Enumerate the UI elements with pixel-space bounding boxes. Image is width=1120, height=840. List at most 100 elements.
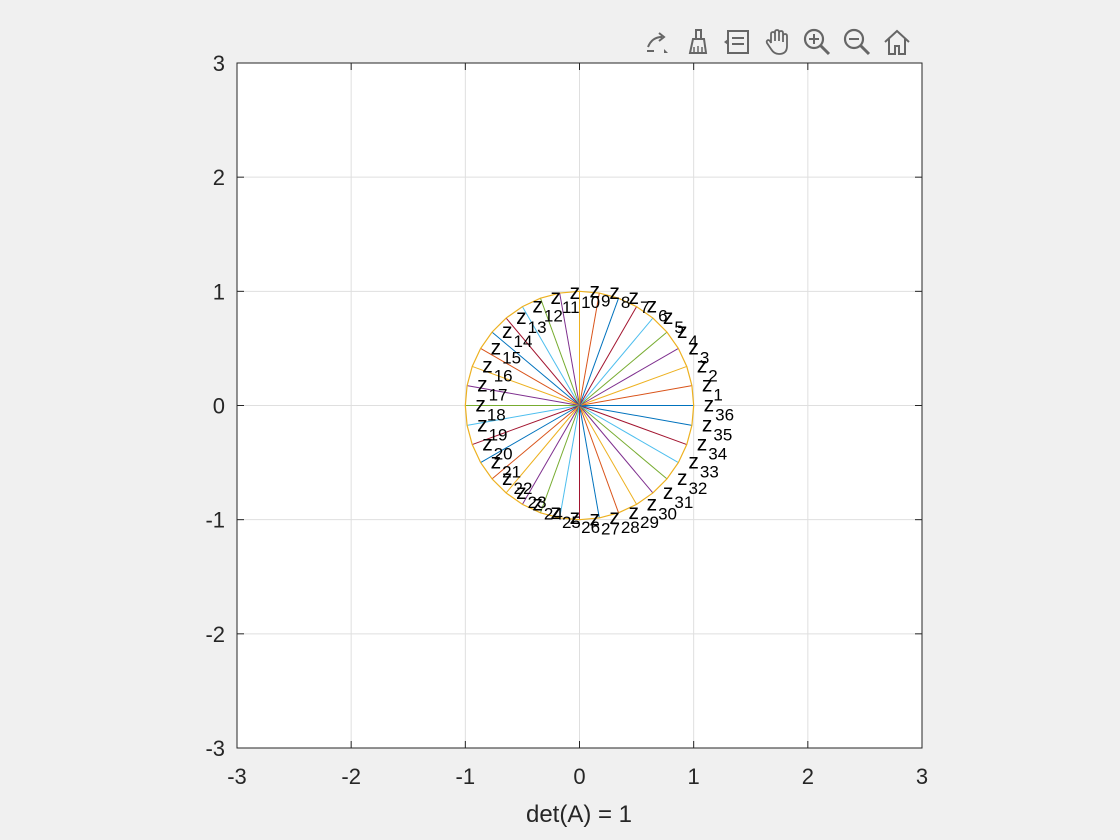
vector-line <box>579 405 600 519</box>
vector-line <box>579 331 668 406</box>
vector-label-index: 3 <box>700 348 709 367</box>
vector-label-index: 28 <box>621 518 640 537</box>
vector-label-index: 15 <box>502 348 521 367</box>
vector-label-index: 24 <box>544 504 563 523</box>
vector-line <box>559 292 580 406</box>
vector-labels: z1z2z3z4z5z6z7z8z9z10z11z12z13z14z15z16z… <box>475 279 734 538</box>
vector-line <box>521 306 580 406</box>
vector-label-index: 31 <box>674 493 693 512</box>
vector-label-index: 11 <box>562 298 580 317</box>
x-tick-label: -1 <box>456 764 476 789</box>
axes-toolbar <box>640 22 914 62</box>
x-axis-label: det(A) = 1 <box>526 801 632 828</box>
pan-hand-icon <box>765 29 788 55</box>
vector-label-index: 32 <box>688 479 707 498</box>
pan-button[interactable] <box>760 25 794 59</box>
vector-line <box>579 292 600 406</box>
vector-label-index: 33 <box>700 463 719 482</box>
vector-label-index: 8 <box>621 293 630 312</box>
vector-line <box>466 405 580 426</box>
y-tick-label: -2 <box>205 622 225 647</box>
vector-label-index: 35 <box>713 425 732 444</box>
axis-ticks <box>236 62 923 749</box>
vector-label-index: 7 <box>640 298 649 317</box>
x-tick-labels: -3 -2 -1 0 1 2 3 <box>227 764 928 789</box>
vector-label-index: 29 <box>640 513 659 532</box>
vector-label-index: 30 <box>658 504 677 523</box>
vector-line <box>579 306 638 406</box>
vector-line <box>491 331 580 406</box>
x-tick-label: 2 <box>802 764 814 789</box>
vector-label-index: 26 <box>581 518 600 537</box>
vector-line <box>579 365 687 406</box>
vector-label-index: 36 <box>715 406 734 425</box>
zoom-in-button[interactable] <box>800 25 834 59</box>
vector-label-index: 22 <box>514 479 533 498</box>
zoom-out-icon <box>843 28 871 56</box>
vector-line <box>472 365 580 406</box>
home-button[interactable] <box>880 25 914 59</box>
vector-line <box>579 405 668 480</box>
vector-line <box>579 405 620 513</box>
vector-label-index: 23 <box>528 493 547 512</box>
y-tick-label: -1 <box>205 508 225 533</box>
vector-line <box>505 317 580 406</box>
vector-label-index: 14 <box>514 332 533 351</box>
export-icon <box>647 32 668 53</box>
unit-circle <box>464 290 695 521</box>
vector-line <box>480 347 580 406</box>
vector-line <box>491 405 580 480</box>
vector-label-index: 25 <box>562 513 581 532</box>
y-tick-label: -3 <box>205 736 225 761</box>
x-tick-label: -3 <box>227 764 247 789</box>
vector-line <box>521 405 580 505</box>
legend-icon <box>724 30 749 54</box>
vector-line <box>579 405 693 426</box>
y-tick-label: 1 <box>213 279 225 304</box>
vector-label-index: 1 <box>713 386 722 405</box>
vector-label-index: 5 <box>674 318 683 337</box>
vector-label-index: 12 <box>544 307 563 326</box>
vector-lines <box>465 291 694 520</box>
vector-label-index: 10 <box>581 293 600 312</box>
export-button[interactable] <box>640 25 674 59</box>
vector-label-index: 21 <box>502 463 521 482</box>
vector-label-index: 13 <box>528 318 547 337</box>
zoom-out-button[interactable] <box>840 25 874 59</box>
vector-line <box>579 317 654 406</box>
vector-label-index: 4 <box>688 332 697 351</box>
home-icon <box>884 29 910 55</box>
vector-line <box>480 405 580 464</box>
vector-label-index: 20 <box>494 445 513 464</box>
brush-icon <box>688 29 708 54</box>
x-tick-label: -2 <box>341 764 361 789</box>
vector-label-index: 19 <box>489 425 508 444</box>
x-tick-label: 3 <box>916 764 928 789</box>
y-tick-label: 0 <box>213 394 225 419</box>
vector-line <box>579 405 654 494</box>
vector-line <box>472 405 580 446</box>
legend-button[interactable] <box>720 25 754 59</box>
vector-line <box>579 405 687 446</box>
y-tick-label: 3 <box>213 51 225 76</box>
x-tick-label: 0 <box>573 764 585 789</box>
vector-line <box>579 405 679 464</box>
vector-label-index: 27 <box>601 520 620 539</box>
vector-line <box>579 385 693 406</box>
y-tick-labels: -3 -2 -1 0 1 2 3 <box>205 51 225 761</box>
zoom-in-icon <box>803 28 831 56</box>
vector-line <box>579 405 638 505</box>
vector-label-index: 2 <box>708 366 717 385</box>
vector-line <box>539 405 580 513</box>
vector-label-index: 17 <box>489 386 508 405</box>
vector-line <box>505 405 580 494</box>
vector-label: z19 <box>477 413 507 444</box>
vector-line <box>539 298 580 406</box>
brush-button[interactable] <box>680 25 714 59</box>
vector-label-index: 16 <box>494 366 513 385</box>
vector-line <box>559 405 580 519</box>
vector-line <box>466 385 580 406</box>
vector-line <box>579 347 679 406</box>
